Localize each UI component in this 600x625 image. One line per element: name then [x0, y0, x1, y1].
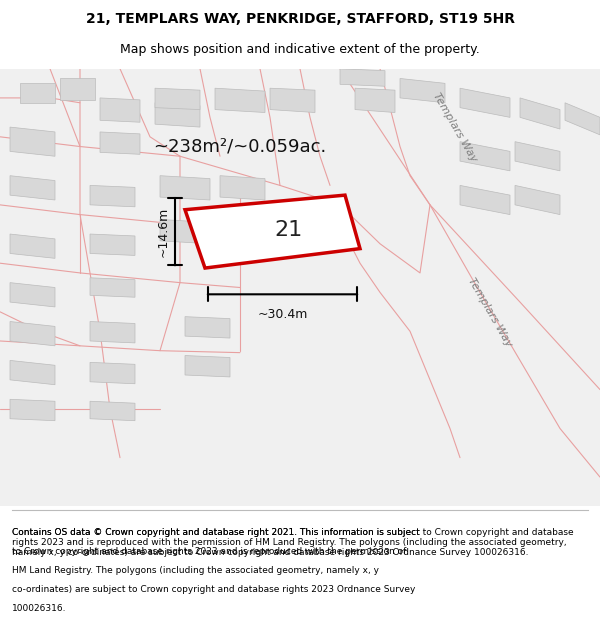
- Polygon shape: [515, 186, 560, 214]
- Polygon shape: [10, 399, 55, 421]
- Text: co-ordinates) are subject to Crown copyright and database rights 2023 Ordnance S: co-ordinates) are subject to Crown copyr…: [12, 584, 415, 594]
- Polygon shape: [155, 88, 200, 109]
- Polygon shape: [185, 195, 360, 268]
- Polygon shape: [185, 356, 230, 377]
- Polygon shape: [400, 79, 445, 102]
- Polygon shape: [90, 234, 135, 256]
- Polygon shape: [100, 98, 140, 122]
- Polygon shape: [460, 88, 510, 118]
- Polygon shape: [60, 79, 95, 100]
- Polygon shape: [90, 278, 135, 298]
- Polygon shape: [340, 69, 385, 86]
- Polygon shape: [90, 401, 135, 421]
- Polygon shape: [185, 317, 230, 338]
- Text: ~238m²/~0.059ac.: ~238m²/~0.059ac.: [154, 138, 326, 156]
- Text: 21: 21: [275, 221, 303, 241]
- Polygon shape: [10, 234, 55, 258]
- Polygon shape: [270, 88, 315, 112]
- Text: 21, TEMPLARS WAY, PENKRIDGE, STAFFORD, ST19 5HR: 21, TEMPLARS WAY, PENKRIDGE, STAFFORD, S…: [86, 12, 515, 26]
- Text: Contains OS data © Crown copyright and database right 2021. This information is : Contains OS data © Crown copyright and d…: [12, 528, 420, 537]
- Polygon shape: [100, 132, 140, 154]
- Polygon shape: [90, 186, 135, 207]
- Polygon shape: [515, 142, 560, 171]
- Polygon shape: [520, 98, 560, 129]
- Polygon shape: [90, 321, 135, 343]
- Polygon shape: [160, 219, 210, 244]
- Polygon shape: [460, 186, 510, 214]
- Text: 100026316.: 100026316.: [12, 604, 67, 612]
- Text: Map shows position and indicative extent of the property.: Map shows position and indicative extent…: [120, 43, 480, 56]
- Polygon shape: [565, 102, 600, 135]
- Polygon shape: [355, 88, 395, 112]
- Polygon shape: [10, 361, 55, 385]
- Polygon shape: [220, 219, 265, 244]
- Polygon shape: [460, 142, 510, 171]
- Polygon shape: [10, 176, 55, 200]
- Text: ~14.6m: ~14.6m: [157, 206, 170, 257]
- Polygon shape: [10, 282, 55, 307]
- Text: HM Land Registry. The polygons (including the associated geometry, namely x, y: HM Land Registry. The polygons (includin…: [12, 566, 379, 574]
- Polygon shape: [155, 102, 200, 127]
- Text: ~30.4m: ~30.4m: [257, 308, 308, 321]
- Text: Contains OS data © Crown copyright and database right 2021. This information is : Contains OS data © Crown copyright and d…: [12, 528, 574, 558]
- Text: to Crown copyright and database rights 2023 and is reproduced with the permissio: to Crown copyright and database rights 2…: [12, 547, 406, 556]
- Polygon shape: [220, 176, 265, 200]
- Polygon shape: [10, 127, 55, 156]
- Polygon shape: [160, 176, 210, 200]
- Polygon shape: [215, 88, 265, 112]
- Text: Templars Way: Templars Way: [431, 91, 479, 163]
- Polygon shape: [10, 321, 55, 346]
- Polygon shape: [20, 83, 55, 102]
- Polygon shape: [90, 362, 135, 384]
- Text: Templars Way: Templars Way: [466, 276, 514, 348]
